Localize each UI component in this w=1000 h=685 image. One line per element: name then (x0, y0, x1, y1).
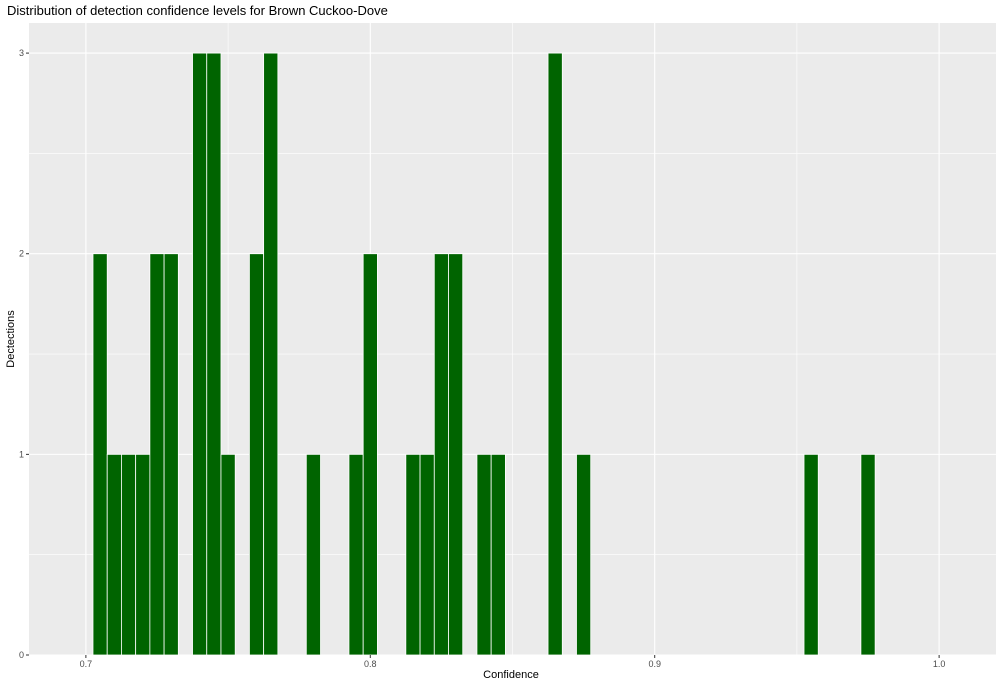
axis-ticks: 0.7 0.8 0.9 1.0 0 1 2 3 (19, 48, 945, 669)
histogram-bar (206, 52, 222, 656)
histogram-bar (249, 253, 265, 656)
x-tick-label: 0.7 (80, 659, 93, 669)
x-tick-label: 0.9 (648, 659, 661, 669)
histogram-bar (547, 52, 563, 656)
y-tick-label: 2 (19, 249, 24, 259)
histogram-bar (419, 453, 435, 656)
histogram-bar (106, 453, 122, 656)
histogram-bar (305, 453, 321, 656)
x-axis-label: Confidence (483, 669, 539, 681)
histogram-bar (163, 253, 179, 656)
histogram-bar (860, 453, 876, 656)
x-tick-label: 1.0 (933, 659, 946, 669)
histogram-bar (490, 453, 506, 656)
bars (92, 52, 876, 656)
chart-title: Distribution of detection confidence lev… (7, 3, 388, 18)
histogram-bar (362, 253, 378, 656)
y-tick-label: 1 (19, 449, 24, 459)
x-tick-label: 0.8 (364, 659, 377, 669)
histogram-bar (803, 453, 819, 656)
y-tick-label: 3 (19, 48, 24, 58)
histogram-bar (263, 52, 279, 656)
histogram-bar (476, 453, 492, 656)
histogram-bar (192, 52, 208, 656)
y-tick-label: 0 (19, 650, 24, 660)
histogram-bar (149, 253, 165, 656)
histogram-bar (433, 253, 449, 656)
histogram-bar (348, 453, 364, 656)
y-axis-label: Dectections (5, 310, 17, 368)
histogram-bar (121, 453, 137, 656)
histogram-bar (135, 453, 151, 656)
histogram-bar (448, 253, 464, 656)
histogram-bar (576, 453, 592, 656)
histogram-bar (220, 453, 236, 656)
histogram-bar (92, 253, 108, 656)
histogram-bar (405, 453, 421, 656)
